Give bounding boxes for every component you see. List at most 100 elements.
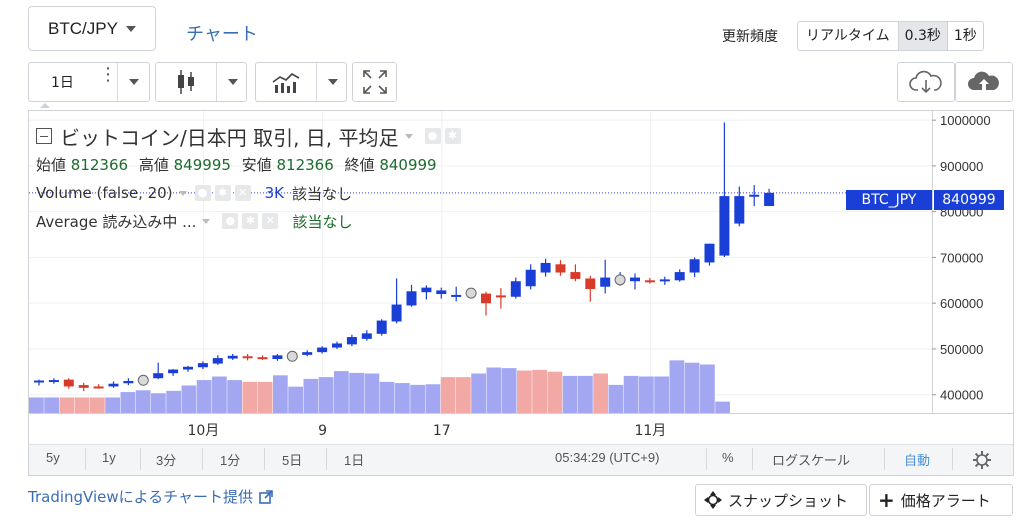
- interval-selector[interactable]: 1日 ⋮: [28, 62, 150, 102]
- last-price-tag: 840999: [934, 190, 1004, 210]
- candle-doji: [137, 374, 149, 386]
- range-3min[interactable]: 3分: [156, 453, 177, 468]
- range-1y[interactable]: 1y: [102, 450, 116, 465]
- range-5y[interactable]: 5y: [46, 450, 60, 465]
- candle-body: [540, 262, 551, 273]
- candle-body: [555, 264, 566, 273]
- log-scale-toggle[interactable]: ログスケール: [772, 453, 851, 468]
- save-chart-button[interactable]: [955, 62, 1013, 102]
- eye-icon[interactable]: ●: [222, 213, 239, 229]
- collapse-icon[interactable]: [36, 128, 52, 144]
- update-freq-group: リアルタイム 0.3秒 1秒: [797, 21, 984, 51]
- volume-bar: [273, 375, 288, 413]
- candle-body: [183, 366, 193, 370]
- gear-icon[interactable]: ✱: [242, 213, 259, 229]
- volume-bar: [608, 384, 624, 413]
- eye-icon[interactable]: ●: [424, 128, 441, 144]
- candle-body: [436, 290, 447, 295]
- y-tick-label: 600000: [940, 296, 983, 311]
- volume-bar: [334, 371, 349, 413]
- candle-body: [212, 358, 223, 364]
- load-chart-button[interactable]: [897, 62, 955, 102]
- symbol-selector[interactable]: BTC/JPY: [28, 6, 156, 51]
- candle-body: [34, 380, 44, 383]
- more-icon[interactable]: ⋮: [99, 64, 117, 85]
- average-row: Average 読み込み中 ... ● ✱ ✕ 該当なし: [36, 210, 461, 232]
- legend: ビットコイン/日本円 取引, 日, 平均足 ● ✱ 始値 812366 高値 8…: [36, 122, 461, 232]
- external-link-icon: [259, 489, 273, 504]
- gear-icon[interactable]: ✱: [444, 128, 461, 144]
- candle-body: [168, 369, 179, 374]
- close-icon[interactable]: ✕: [262, 213, 279, 229]
- eye-icon[interactable]: ●: [194, 185, 211, 201]
- interval-label: 1日: [51, 75, 74, 91]
- volume-bar: [364, 373, 380, 413]
- auto-scale-toggle[interactable]: 自動: [904, 453, 931, 468]
- range-1d[interactable]: 1日: [344, 453, 365, 468]
- chevron-down-icon[interactable]: [328, 79, 338, 85]
- volume-bar: [486, 367, 502, 413]
- x-tick-label: 11月: [634, 423, 666, 439]
- candle-body: [630, 277, 640, 282]
- chevron-down-icon[interactable]: [129, 79, 139, 85]
- candle-body: [585, 278, 596, 289]
- candle-body: [495, 295, 506, 298]
- volume-bar: [715, 401, 730, 413]
- credit-link[interactable]: TradingViewによるチャート提供: [28, 486, 273, 507]
- y-tick-label: 400000: [940, 388, 983, 403]
- price-alert-label: 価格アラート: [900, 491, 991, 510]
- price-alert-button[interactable]: + 価格アラート: [869, 484, 1013, 516]
- percent-toggle[interactable]: %: [722, 450, 734, 465]
- chart-link[interactable]: チャート: [186, 24, 258, 45]
- chart-type-selector[interactable]: [155, 62, 247, 102]
- volume-bar: [120, 392, 136, 413]
- volume-bar: [181, 385, 197, 413]
- volume-bar: [288, 386, 303, 413]
- volume-bar: [562, 375, 578, 413]
- volume-bar: [303, 378, 319, 413]
- volume-value: 3K: [264, 184, 284, 202]
- snapshot-button[interactable]: スナップショット: [695, 484, 867, 516]
- candle-body: [600, 277, 611, 287]
- indicator-selector[interactable]: [255, 62, 347, 102]
- chevron-down-icon[interactable]: [202, 218, 211, 224]
- candle-doji: [614, 274, 626, 286]
- freq-option-1s[interactable]: 1秒: [953, 28, 977, 44]
- volume-bar: [151, 393, 166, 413]
- candle-body: [749, 194, 760, 197]
- gear-icon[interactable]: [972, 450, 992, 470]
- close-icon[interactable]: ✕: [234, 185, 251, 201]
- freq-option-realtime[interactable]: リアルタイム: [798, 22, 899, 50]
- candle-body: [346, 337, 357, 345]
- chart-canvas[interactable]: 1000000900000800000700000600000500000400…: [29, 111, 1013, 444]
- average-status: 該当なし: [292, 212, 353, 231]
- volume-status: 該当なし: [291, 184, 352, 203]
- high-value: 849995: [173, 156, 231, 174]
- volume-bar: [242, 381, 258, 413]
- candle-body: [332, 343, 342, 348]
- freq-option-0-3s[interactable]: 0.3秒: [898, 22, 948, 50]
- chevron-down-icon[interactable]: [404, 133, 413, 139]
- range-5d[interactable]: 5日: [282, 453, 303, 468]
- fullscreen-button[interactable]: [352, 62, 397, 102]
- range-1min[interactable]: 1分: [220, 453, 241, 468]
- candle-body: [272, 355, 283, 360]
- gear-icon[interactable]: ✱: [214, 185, 231, 201]
- snapshot-label: スナップショット: [728, 491, 849, 510]
- candle-body: [108, 383, 119, 387]
- volume-bar: [700, 364, 715, 413]
- volume-row: Volume (false, 20) ● ✱ ✕ 3K 該当なし: [36, 182, 461, 204]
- volume-bar: [684, 362, 700, 413]
- chevron-down-icon[interactable]: [228, 79, 238, 85]
- volume-bar: [593, 373, 608, 413]
- candle-body: [391, 304, 402, 322]
- chevron-down-icon[interactable]: [178, 190, 187, 196]
- volume-bar: [578, 375, 593, 413]
- volume-bar: [196, 380, 212, 413]
- candle-body: [406, 291, 417, 306]
- volume-bar: [669, 360, 685, 413]
- credit-text: TradingViewによるチャート提供: [28, 488, 254, 506]
- clock-readout[interactable]: 05:34:29 (UTC+9): [555, 450, 660, 465]
- candle-body: [525, 269, 536, 287]
- open-value: 812366: [70, 156, 129, 174]
